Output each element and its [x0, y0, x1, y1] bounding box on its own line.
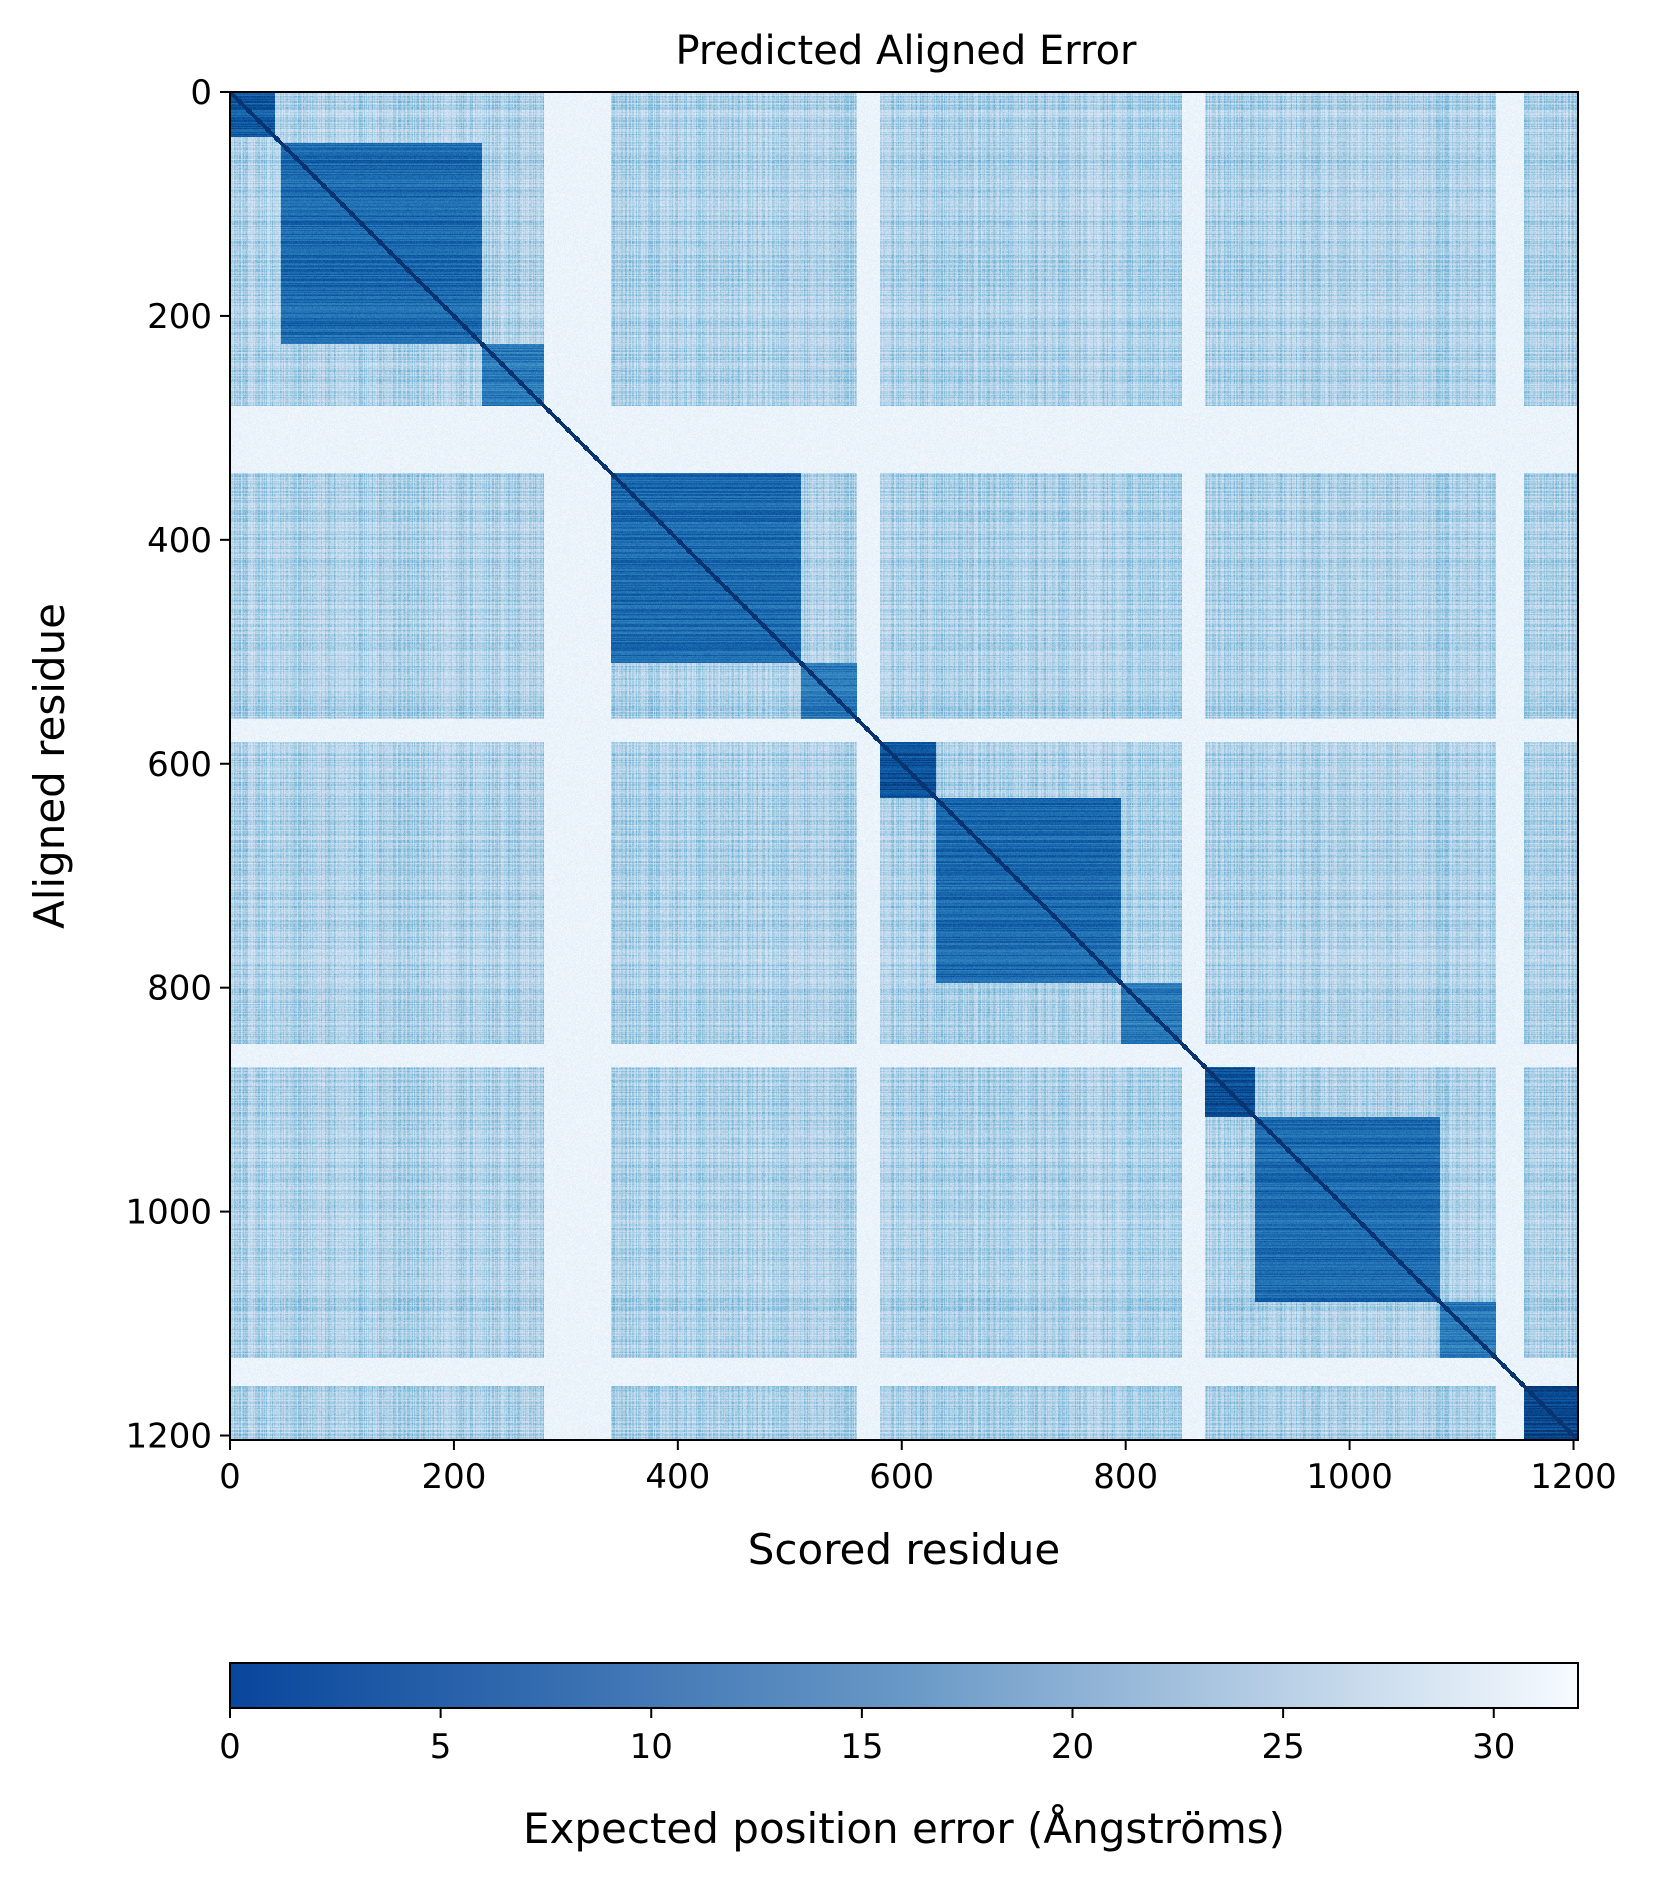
y-axis-label: Aligned residue: [25, 603, 74, 929]
colorbar-ticks: 0 5 10 15 20 25 30: [219, 1708, 1515, 1767]
colorbar-tick-label: 30: [1472, 1727, 1515, 1767]
chart-title: Predicted Aligned Error: [675, 28, 1137, 74]
colorbar-tick-label: 0: [219, 1727, 241, 1767]
x-axis-label: Scored residue: [748, 1525, 1061, 1574]
x-tick-label: 600: [869, 1457, 934, 1497]
y-tick-label: 200: [147, 297, 212, 337]
colorbar-tick-label: 15: [840, 1727, 883, 1767]
y-tick-label: 600: [147, 745, 212, 785]
colorbar-tick-label: 5: [430, 1727, 452, 1767]
x-axis-ticks: 0 200 400 600 800 1000 1200: [219, 1440, 1617, 1497]
colorbar-tick-label: 20: [1051, 1727, 1094, 1767]
x-tick-label: 0: [219, 1457, 241, 1497]
y-tick-label: 0: [190, 73, 212, 113]
y-axis-ticks: 0 200 400 600 800 1000 1200: [125, 73, 230, 1457]
heatmap-container: [230, 92, 1578, 1440]
colorbar: [229, 1662, 1579, 1709]
x-tick-label: 800: [1093, 1457, 1158, 1497]
x-tick-label: 1000: [1306, 1457, 1393, 1497]
y-tick-label: 1000: [125, 1193, 212, 1233]
pae-heatmap: [230, 92, 1578, 1440]
colorbar-tick-label: 10: [630, 1727, 673, 1767]
x-tick-label: 400: [645, 1457, 710, 1497]
colorbar-tick-label: 25: [1261, 1727, 1304, 1767]
heatmap-frame: [229, 91, 1579, 1441]
y-tick-label: 800: [147, 969, 212, 1009]
x-tick-label: 1200: [1530, 1457, 1617, 1497]
y-tick-label: 1200: [125, 1417, 212, 1457]
x-tick-label: 200: [421, 1457, 486, 1497]
y-tick-label: 400: [147, 521, 212, 561]
colorbar-label: Expected position error (Ångströms): [523, 1803, 1285, 1853]
